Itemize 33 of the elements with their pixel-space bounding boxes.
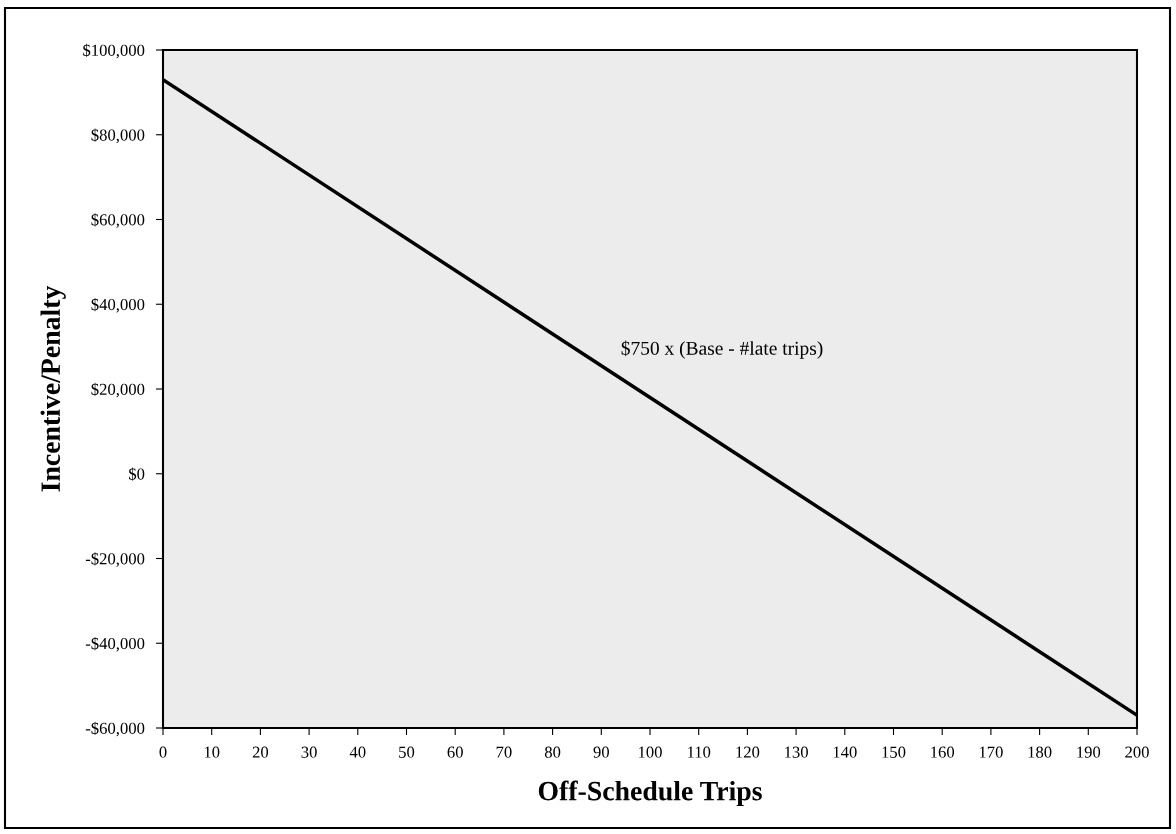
- x-tick-label: 90: [593, 746, 609, 758]
- y-axis-title: Incentive/Penalty: [40, 285, 66, 492]
- x-tick-label: 160: [931, 746, 955, 758]
- x-tick-label: 30: [301, 746, 317, 758]
- x-tick-label: 190: [1077, 746, 1101, 758]
- y-tick-label: -$40,000: [85, 636, 145, 652]
- x-tick-label: 100: [638, 746, 662, 758]
- x-tick-label: 170: [979, 746, 1003, 758]
- y-tick-label: $0: [128, 467, 145, 481]
- x-tick-label: 50: [399, 746, 415, 758]
- annotation: $750 x (Base - #late trips): [621, 340, 823, 359]
- x-tick-label: 180: [1028, 746, 1052, 758]
- x-tick-label: 140: [833, 746, 857, 758]
- x-tick-label: 0: [159, 746, 167, 758]
- y-tick-label: $80,000: [91, 128, 145, 144]
- y-tick-label: -$60,000: [85, 721, 145, 737]
- y-tick-label: $60,000: [91, 213, 145, 228]
- x-tick-label: 60: [447, 746, 463, 758]
- x-tick-label: 10: [204, 746, 220, 758]
- x-tick-label: 40: [349, 746, 366, 758]
- x-tick-label: 130: [785, 746, 808, 758]
- x-tick-label: 120: [736, 746, 760, 758]
- x-tick-label: 80: [544, 746, 561, 758]
- x-tick-label: 110: [687, 746, 711, 758]
- x-tick-label: 200: [1125, 746, 1149, 758]
- y-tick-label: -$20,000: [85, 552, 145, 567]
- y-tick-label: $100,000: [83, 43, 145, 59]
- y-tick-label: $20,000: [91, 382, 145, 398]
- x-axis-title: Off-Schedule Trips: [538, 780, 762, 807]
- y-tick-label: $40,000: [91, 297, 145, 313]
- x-tick-label: 20: [252, 746, 269, 758]
- x-tick-label: 150: [882, 746, 906, 758]
- x-tick-label: 70: [496, 746, 512, 758]
